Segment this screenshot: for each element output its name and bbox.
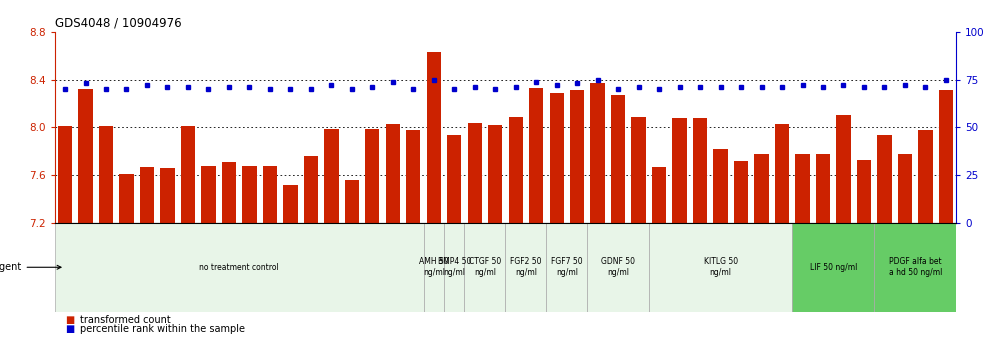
Bar bbox=[324, 129, 339, 223]
Bar bbox=[754, 154, 769, 223]
Text: CTGF 50
ng/ml: CTGF 50 ng/ml bbox=[469, 257, 501, 277]
Bar bbox=[877, 135, 891, 223]
Bar bbox=[160, 168, 174, 223]
Text: KITLG 50
ng/ml: KITLG 50 ng/ml bbox=[703, 257, 738, 277]
Text: FGF7 50
ng/ml: FGF7 50 ng/ml bbox=[551, 257, 583, 277]
Bar bbox=[775, 124, 789, 223]
Bar bbox=[796, 154, 810, 223]
Bar bbox=[897, 154, 912, 223]
Bar bbox=[58, 126, 72, 223]
Bar bbox=[366, 129, 379, 223]
Text: LIF 50 ng/ml: LIF 50 ng/ml bbox=[810, 263, 857, 272]
Text: transformed count: transformed count bbox=[80, 315, 170, 325]
Bar bbox=[345, 180, 359, 223]
Bar bbox=[180, 126, 195, 223]
Bar bbox=[283, 185, 298, 223]
Bar bbox=[488, 125, 502, 223]
Text: ■: ■ bbox=[65, 324, 74, 334]
Text: AMH 50
ng/ml: AMH 50 ng/ml bbox=[419, 257, 448, 277]
Text: PDGF alfa bet
a hd 50 ng/ml: PDGF alfa bet a hd 50 ng/ml bbox=[888, 257, 942, 277]
Bar bbox=[611, 95, 625, 223]
Bar bbox=[570, 90, 585, 223]
Bar bbox=[201, 166, 215, 223]
Bar bbox=[79, 89, 93, 223]
Bar bbox=[222, 162, 236, 223]
Bar bbox=[591, 83, 605, 223]
Bar bbox=[713, 149, 728, 223]
Text: GDNF 50
ng/ml: GDNF 50 ng/ml bbox=[602, 257, 635, 277]
Text: agent: agent bbox=[0, 262, 61, 272]
Bar bbox=[792, 223, 874, 312]
Bar bbox=[423, 223, 444, 312]
Bar bbox=[505, 223, 547, 312]
Text: BMP4 50
ng/ml: BMP4 50 ng/ml bbox=[437, 257, 471, 277]
Bar bbox=[874, 223, 956, 312]
Bar bbox=[547, 223, 588, 312]
Bar bbox=[939, 90, 953, 223]
Bar bbox=[99, 126, 114, 223]
Bar bbox=[120, 174, 133, 223]
Bar bbox=[467, 123, 482, 223]
Bar bbox=[242, 166, 257, 223]
Bar bbox=[426, 52, 441, 223]
Bar bbox=[648, 223, 792, 312]
Text: ■: ■ bbox=[65, 315, 74, 325]
Bar bbox=[588, 223, 648, 312]
Bar bbox=[444, 223, 464, 312]
Bar bbox=[652, 167, 666, 223]
Bar bbox=[447, 135, 461, 223]
Bar bbox=[139, 167, 154, 223]
Bar bbox=[304, 156, 318, 223]
Bar bbox=[734, 161, 748, 223]
Text: no treatment control: no treatment control bbox=[199, 263, 279, 272]
Bar bbox=[672, 118, 687, 223]
Bar bbox=[631, 117, 645, 223]
Bar bbox=[529, 88, 544, 223]
Bar bbox=[385, 124, 400, 223]
Bar bbox=[693, 118, 707, 223]
Bar bbox=[263, 166, 277, 223]
Bar bbox=[406, 130, 420, 223]
Text: percentile rank within the sample: percentile rank within the sample bbox=[80, 324, 245, 334]
Text: GDS4048 / 10904976: GDS4048 / 10904976 bbox=[55, 16, 181, 29]
Bar bbox=[550, 93, 564, 223]
Bar bbox=[918, 130, 932, 223]
Bar bbox=[464, 223, 505, 312]
Bar bbox=[55, 223, 423, 312]
Bar bbox=[837, 115, 851, 223]
Text: FGF2 50
ng/ml: FGF2 50 ng/ml bbox=[510, 257, 542, 277]
Bar bbox=[857, 160, 872, 223]
Bar bbox=[816, 154, 831, 223]
Bar bbox=[509, 117, 523, 223]
